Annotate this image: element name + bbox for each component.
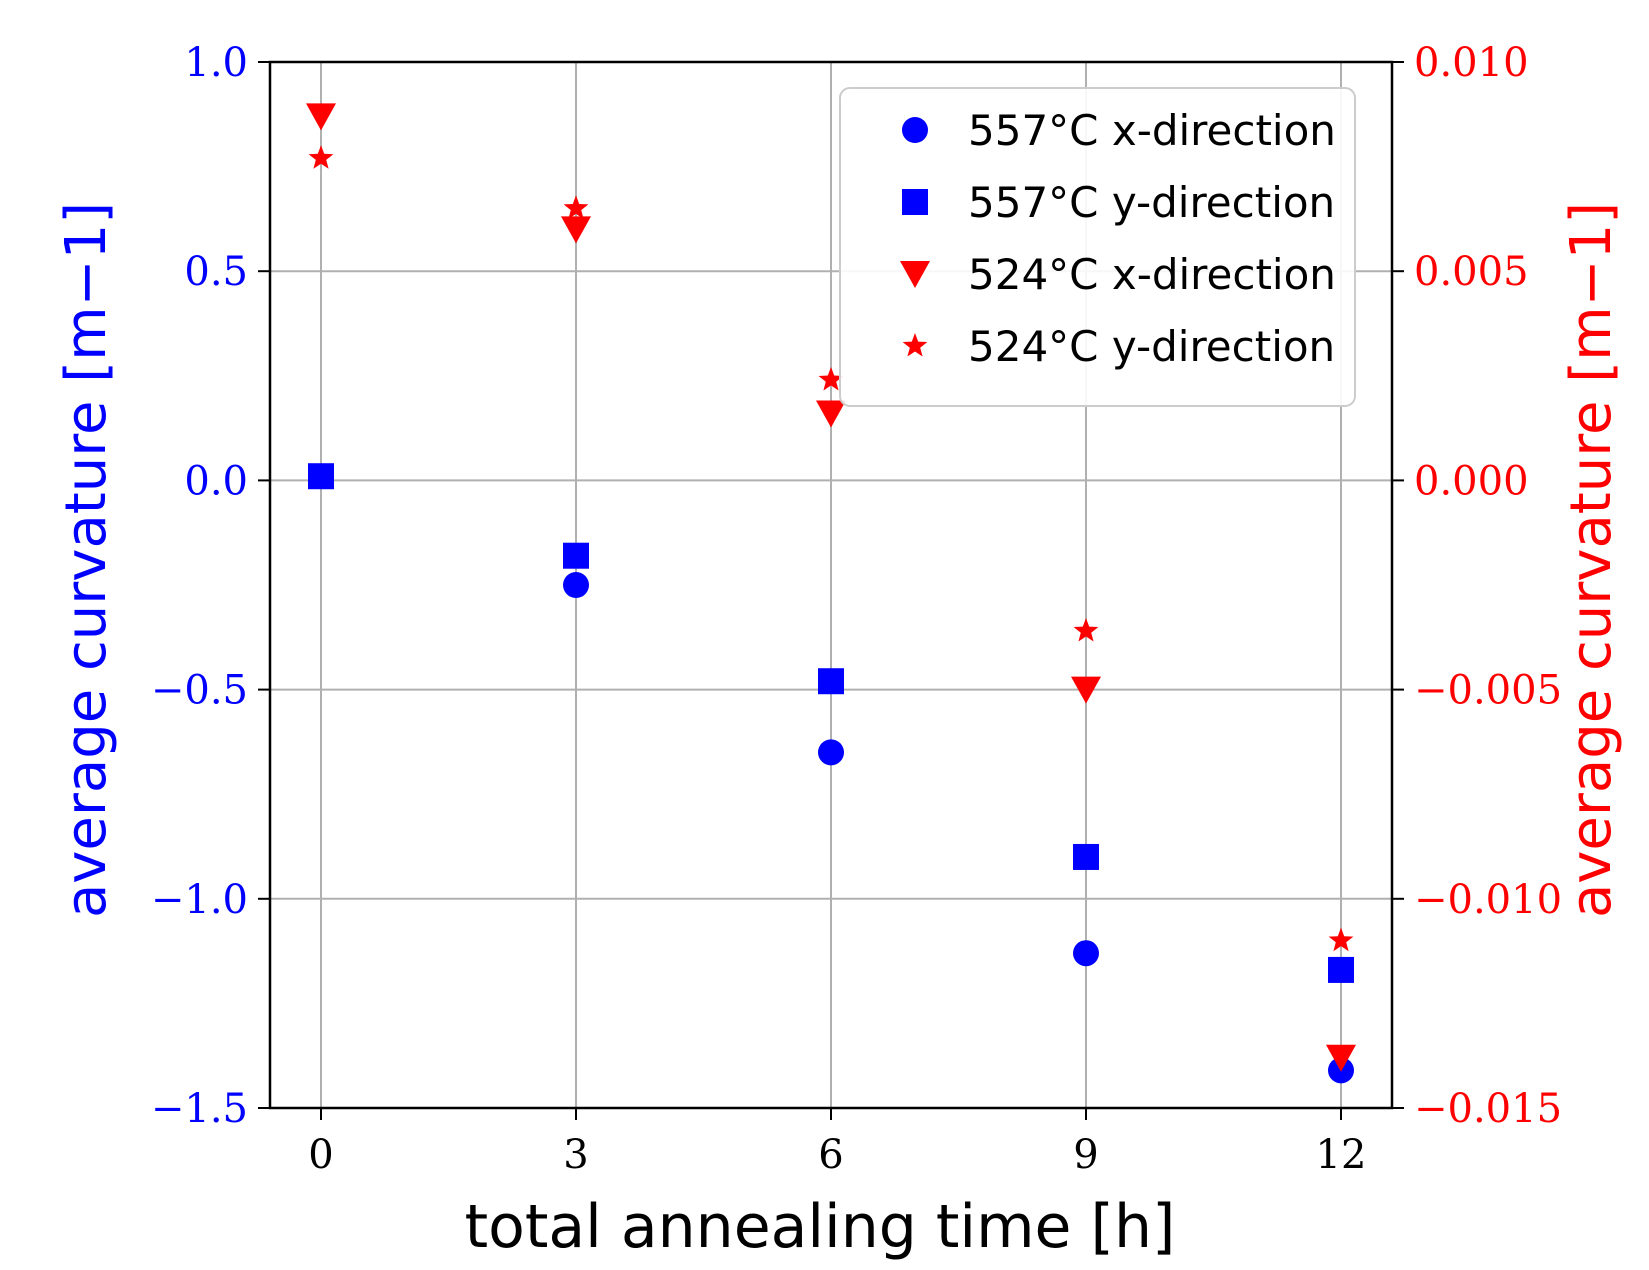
y-left-tick-label: −1.0 [151, 877, 248, 923]
legend-marker-star [902, 333, 928, 357]
legend-label: 557°C x-direction [968, 106, 1336, 155]
data-point-square [818, 668, 844, 695]
data-point-star [1073, 618, 1099, 642]
y-left-tick-label: 0.0 [184, 458, 248, 504]
data-point-circle [818, 739, 844, 766]
data-point-star [308, 145, 334, 169]
data-point-star [1328, 927, 1354, 952]
data-point-triangle-down [561, 216, 591, 244]
y-axis-left-label: average curvature [m−1] [54, 202, 119, 918]
legend-label: 557°C y-direction [968, 178, 1335, 227]
x-tick-label: 6 [818, 1132, 843, 1178]
x-tick-label: 0 [308, 1132, 333, 1178]
y-left-tick-label: 1.0 [184, 40, 248, 86]
data-point-circle [1073, 940, 1099, 967]
data-point-star [818, 367, 844, 391]
data-point-star [563, 195, 589, 219]
x-tick-label: 3 [563, 1132, 588, 1178]
data-point-triangle-down [816, 400, 846, 428]
data-point-square [308, 463, 334, 490]
data-point-triangle-down [1326, 1044, 1356, 1072]
x-tick-label: 12 [1316, 1132, 1367, 1178]
series-star [308, 145, 1354, 952]
series-triangle-down [306, 103, 1356, 1072]
legend: 557°C x-direction 557°C y-direction 524°C … [839, 87, 1356, 407]
data-point-square [1073, 843, 1099, 870]
series-circle [563, 572, 1354, 1084]
legend-marker-circle [902, 117, 928, 143]
x-tick-label: 9 [1073, 1132, 1098, 1178]
legend-marker-square [902, 189, 928, 215]
legend-label: 524°C y-direction [968, 322, 1335, 371]
ticks: 0 3 6 9 12 1.0 0.5 0.0 −0.5 −1.0 −1.5 0.010 0.005 0.0… [151, 40, 1562, 1178]
data-point-square [1328, 956, 1354, 983]
x-axis-label: total annealing time [h] [465, 1192, 1176, 1262]
data-point-triangle-down [306, 103, 336, 131]
series-square [308, 463, 1354, 983]
y-right-tick-label: 0.000 [1414, 458, 1529, 504]
y-left-tick-label: −0.5 [151, 668, 248, 714]
data-point-circle [563, 572, 589, 598]
y-right-tick-label: −0.005 [1414, 668, 1562, 714]
y-left-tick-label: 0.5 [184, 249, 248, 295]
legend-marker-triangle-down [900, 261, 930, 288]
y-right-tick-label: −0.010 [1414, 877, 1562, 923]
data-point-triangle-down [1071, 676, 1101, 704]
y-right-tick-label: 0.010 [1414, 40, 1529, 86]
y-left-tick-label: −1.5 [151, 1086, 248, 1132]
legend-label: 524°C x-direction [968, 250, 1336, 299]
data-marks [306, 103, 1356, 1084]
y-axis-right-label: average curvature [m−1] [1559, 202, 1624, 918]
y-right-tick-label: −0.015 [1414, 1086, 1562, 1132]
legend-box [839, 87, 1356, 407]
data-point-square [563, 542, 589, 569]
y-right-tick-label: 0.005 [1414, 249, 1529, 295]
